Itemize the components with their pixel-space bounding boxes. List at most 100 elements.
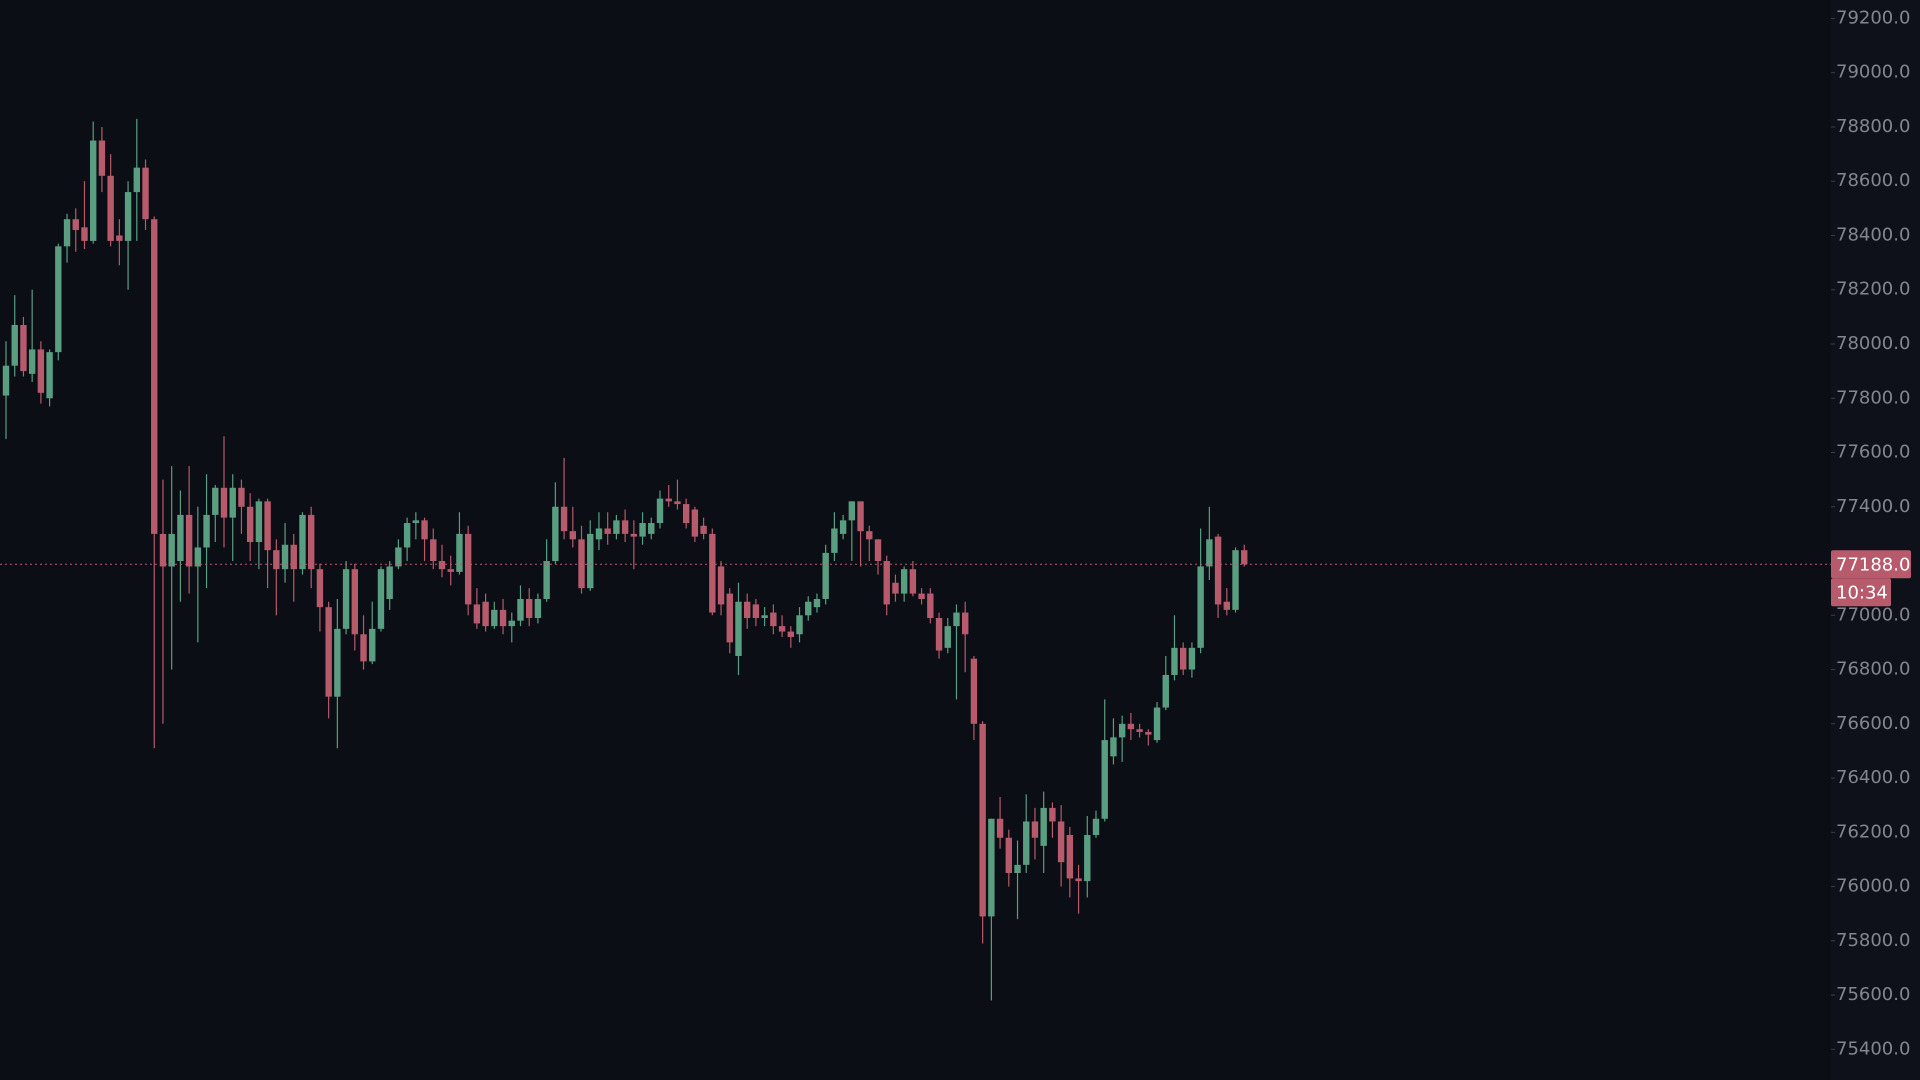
candle-body [316,569,324,608]
candle-body [255,501,263,543]
candle-body [464,533,472,605]
candle-body [421,520,428,540]
plot-background [0,0,1831,1080]
candle-body [674,501,681,505]
y-tick-label: 78400.0 [1836,224,1910,245]
candle-body [159,533,167,567]
candle-body [369,628,376,662]
candle-body [308,514,315,570]
candle-body [456,533,463,572]
candle-body [1145,731,1152,735]
candle-body [430,539,437,562]
candle-body [377,569,385,629]
y-tick-label: 76200.0 [1836,821,1910,842]
candle-body [28,349,36,374]
candle-body [1092,818,1100,836]
candle-body [848,501,856,521]
candle-body [1241,550,1248,565]
candle-body [212,487,219,515]
candle-body [709,533,716,613]
candle-body [386,566,393,600]
candle-body [447,569,454,572]
y-tick-label: 77600.0 [1836,442,1910,463]
candle-body [290,544,297,570]
candle-body [238,487,245,507]
candle-body [665,498,672,502]
y-tick-label: 76600.0 [1836,713,1910,734]
candle-body [813,599,821,608]
y-tick-label: 75400.0 [1836,1038,1910,1059]
y-tick-label: 76000.0 [1836,876,1910,897]
y-tick-label: 78200.0 [1836,279,1910,300]
candle-body [72,219,79,231]
candle-body [220,487,228,518]
candle-body [1171,647,1178,675]
candle-body [613,520,620,534]
candle-body [246,506,254,543]
candle-body [717,566,725,605]
candle-body [970,658,978,724]
y-tick-label: 77000.0 [1836,604,1910,625]
countdown-label: 10:34 [1836,582,1888,603]
candle-body [264,501,271,551]
candle-body [1232,550,1239,610]
last-price-box [1831,550,1911,579]
price-axis-background [1831,0,1920,1080]
candle-body [168,533,175,567]
candle-body [1214,536,1222,605]
candle-body [1180,647,1187,670]
candle-body [342,569,350,629]
candle-body [229,487,236,518]
candle-body [761,615,768,618]
candle-body [403,523,411,548]
candle-body [857,501,864,532]
candle-body [1162,674,1169,708]
candle-body [953,612,960,627]
candle-body [1023,821,1030,865]
candle-body [20,325,27,372]
candle-body [491,609,498,627]
candle-body [508,620,515,627]
candle-body [534,599,542,618]
candle-body [822,552,829,600]
candle-body [1084,835,1091,882]
y-tick-label: 78800.0 [1836,116,1910,137]
candle-body [770,612,777,627]
candle-body [325,607,332,697]
candle-body [273,550,280,570]
candle-body [98,140,106,176]
candle-body [1057,821,1065,863]
candle-body [1118,723,1126,738]
candle-body [1153,707,1161,741]
candle-body [796,615,803,635]
y-tick-label: 77400.0 [1836,496,1910,517]
candle-body [744,601,751,618]
candle-body [81,227,88,241]
y-tick-label: 76400.0 [1836,767,1910,788]
candle-body [299,514,306,570]
candle-body [517,599,524,621]
candle-body [1075,878,1082,882]
y-tick-label: 79000.0 [1836,62,1910,83]
candle-body [892,582,899,594]
y-tick-label: 78600.0 [1836,170,1910,191]
candle-body [900,569,908,594]
candle-body [630,533,638,537]
candle-body [927,593,934,618]
candle-body [1005,837,1012,874]
candle-body [726,593,733,643]
candle-body [526,599,533,618]
candle-body [569,531,576,540]
candle-body [543,561,550,600]
candle-body [656,498,664,524]
countdown-box [1831,578,1891,607]
candle-body [107,175,114,241]
candle-body [560,506,568,532]
candle-body [473,604,481,624]
candle-body [962,612,969,635]
candle-body [63,219,71,247]
candle-body [438,561,446,570]
candle-body [151,219,158,534]
candle-body [351,569,358,635]
